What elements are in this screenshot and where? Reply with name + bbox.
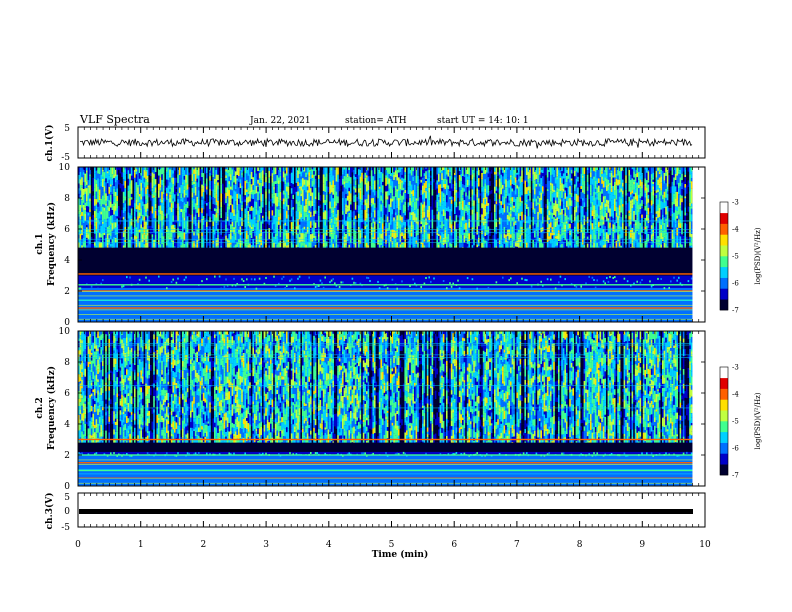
x-tick-label-3: 3	[263, 540, 269, 550]
ch2-spectrogram-image	[78, 331, 705, 486]
x-axis-tick-labels: 0 1 2 3 4 5 6 7 8 9 10	[75, 540, 711, 550]
x-tick-label-4: 4	[326, 540, 332, 550]
cbar2-tick--4: -4	[732, 391, 739, 399]
ch1-spec-ylabel-frequency: Frequency (kHz)	[46, 202, 57, 286]
cbar1-swatch-5	[720, 245, 728, 257]
ch1-colorbar-label: log(PSD)(V²/Hz)	[754, 227, 762, 284]
ch1-waveform-panel: 5 -5 ch.1(V)	[44, 124, 706, 163]
spec2-ytick-2: 2	[64, 451, 70, 461]
cbar1-swatch-2	[720, 277, 728, 289]
header-date: Jan. 22, 2021	[249, 116, 311, 126]
cbar2-tick--6: -6	[732, 445, 739, 453]
ch2-spec-ylabel-frequency: Frequency (kHz)	[46, 366, 57, 450]
ch2-colorbar: -3 -4 -5 -6 -7 log(PSD)(V²/Hz)	[719, 364, 762, 480]
spec1-ytick-2: 2	[64, 287, 70, 297]
spec2-ytick-8: 8	[64, 358, 70, 368]
cbar1-swatch-9	[720, 202, 728, 214]
ch3-ytick-top: 5	[64, 493, 70, 503]
cbar2-swatch-1	[720, 453, 728, 465]
cbar1-tick--3: -3	[732, 199, 739, 207]
cbar1-swatch-0	[720, 299, 728, 311]
cbar1-swatch-6	[720, 234, 728, 246]
cbar1-swatch-4	[720, 256, 728, 268]
x-tick-label-7: 7	[514, 540, 520, 550]
cbar2-swatch-2	[720, 442, 728, 454]
ch2-colorbar-label: log(PSD)(V²/Hz)	[754, 392, 762, 449]
spec1-ytick-4: 4	[64, 256, 70, 266]
cbar2-swatch-8	[720, 377, 728, 389]
x-tick-label-8: 8	[577, 540, 583, 550]
ch3-waveform-panel: 5 0 -5 ch.3(V)	[44, 492, 706, 533]
cbar1-tick--6: -6	[732, 280, 739, 288]
x-axis-label: Time (min)	[372, 549, 429, 560]
x-tick-label-9: 9	[639, 540, 645, 550]
x-tick-label-10: 10	[699, 540, 711, 550]
cbar1-tick--5: -5	[732, 253, 739, 261]
ch3-trace	[79, 509, 693, 514]
spec2-ytick-4: 4	[64, 420, 70, 430]
spec2-ytick-0: 0	[64, 482, 70, 492]
cbar1-swatch-8	[720, 212, 728, 224]
spec2-ytick-10: 10	[59, 327, 71, 337]
x-tick-label-6: 6	[451, 540, 457, 550]
ch3-ytick-middle: 0	[64, 507, 70, 517]
cbar2-swatch-5	[720, 410, 728, 422]
ch1-ylabel: ch.1(V)	[44, 125, 55, 162]
ch1-ytick-top: 5	[64, 124, 70, 134]
cbar2-swatch-7	[720, 388, 728, 400]
x-tick-label-5: 5	[389, 540, 395, 550]
cbar2-swatch-6	[720, 399, 728, 411]
cbar2-swatch-0	[720, 464, 728, 476]
cbar1-swatch-1	[720, 288, 728, 300]
spec1-ytick-8: 8	[64, 194, 70, 204]
figure-title: VLF Spectra	[79, 113, 150, 126]
spec2-ytick-6: 6	[64, 389, 70, 399]
x-tick-label-1: 1	[138, 540, 144, 550]
cbar2-tick--3: -3	[732, 364, 739, 372]
ch1-spectrogram-panel: 0 2 4 6 8 10 ch.1 Frequency (kHz)	[35, 163, 706, 328]
ch3-ytick-bottom: -5	[61, 523, 70, 533]
ch1-spectrogram-image	[78, 167, 705, 322]
cbar1-swatch-3	[720, 266, 728, 278]
ch2-spec-ylabel-channel: ch.2	[35, 397, 45, 418]
spec1-ytick-6: 6	[64, 225, 70, 235]
ch1-trace	[79, 135, 693, 149]
header-start-time: start UT = 14: 10: 1	[437, 116, 529, 126]
cbar1-tick--7: -7	[732, 307, 739, 315]
cbar2-swatch-3	[720, 431, 728, 443]
spec1-ytick-10: 10	[59, 163, 71, 173]
cbar1-swatch-7	[720, 223, 728, 235]
spec1-ytick-0: 0	[64, 318, 70, 328]
ch1-ytick-bottom: -5	[61, 153, 70, 163]
header-station: station= ATH	[345, 116, 407, 126]
ch1-spec-ylabel-channel: ch.1	[35, 233, 45, 254]
cbar2-swatch-4	[720, 421, 728, 433]
cbar2-tick--5: -5	[732, 418, 739, 426]
ch1-colorbar: -3 -4 -5 -6 -7 log(PSD)(V²/Hz)	[719, 199, 762, 315]
ch2-spectrogram-panel: 0 2 4 6 8 10 ch.2 Frequency (kHz)	[35, 327, 706, 492]
cbar2-tick--7: -7	[732, 472, 739, 480]
time-ticks	[77, 127, 706, 527]
cbar1-tick--4: -4	[732, 226, 739, 234]
x-tick-label-0: 0	[75, 540, 81, 550]
ch3-ylabel: ch.3(V)	[44, 493, 55, 530]
x-tick-label-2: 2	[201, 540, 207, 550]
cbar2-swatch-9	[720, 367, 728, 379]
